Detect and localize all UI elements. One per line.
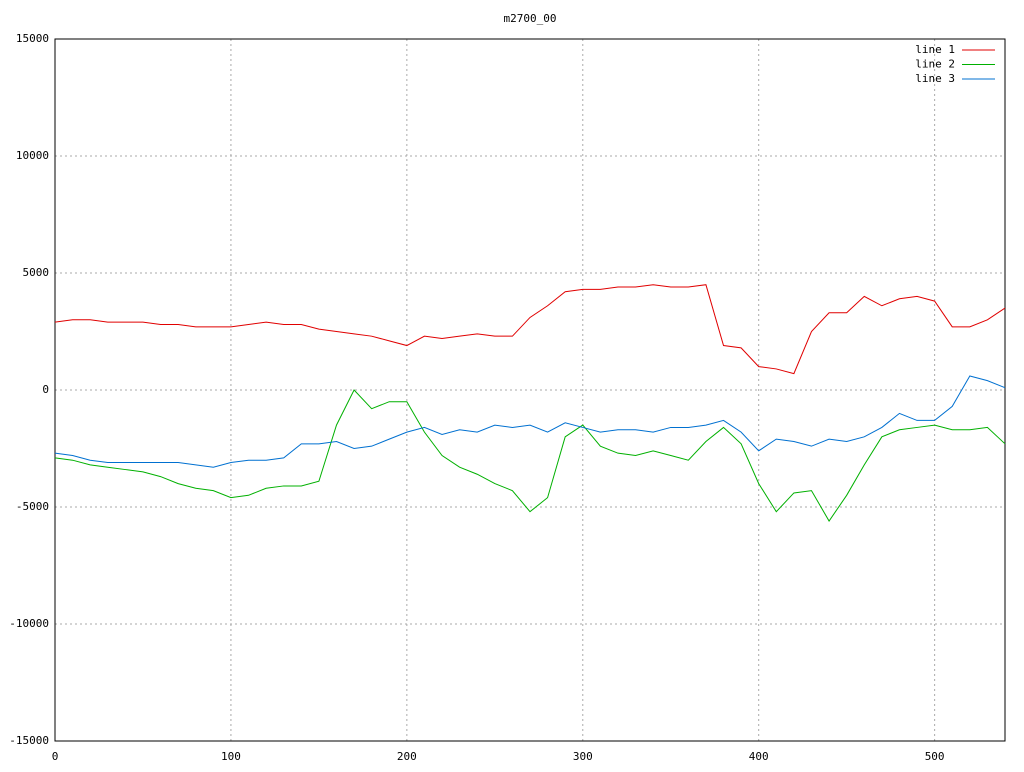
plot-frame (54, 38, 1006, 742)
y-tick-label: 0 (42, 383, 49, 396)
x-tick-label: 500 (925, 750, 945, 763)
y-tick-label: -15000 (9, 734, 49, 747)
y-tick-label: -5000 (16, 500, 49, 513)
legend-label: line 3 (915, 72, 955, 85)
x-tick-label: 200 (397, 750, 417, 763)
x-tick-label: 100 (221, 750, 241, 763)
y-tick-label: 10000 (16, 149, 49, 162)
y-tick-label: -10000 (9, 617, 49, 630)
x-tick-label: 400 (749, 750, 769, 763)
legend-label: line 1 (915, 43, 955, 56)
data-line (54, 284, 1006, 375)
y-tick-label: 5000 (23, 266, 50, 279)
x-tick-label: 0 (52, 750, 59, 763)
data-line (54, 389, 1006, 522)
x-tick-label: 300 (573, 750, 593, 763)
data-line (54, 375, 1006, 468)
legend-label: line 2 (915, 58, 955, 71)
chart-title: m2700_00 (504, 12, 557, 25)
y-tick-label: 15000 (16, 32, 49, 45)
